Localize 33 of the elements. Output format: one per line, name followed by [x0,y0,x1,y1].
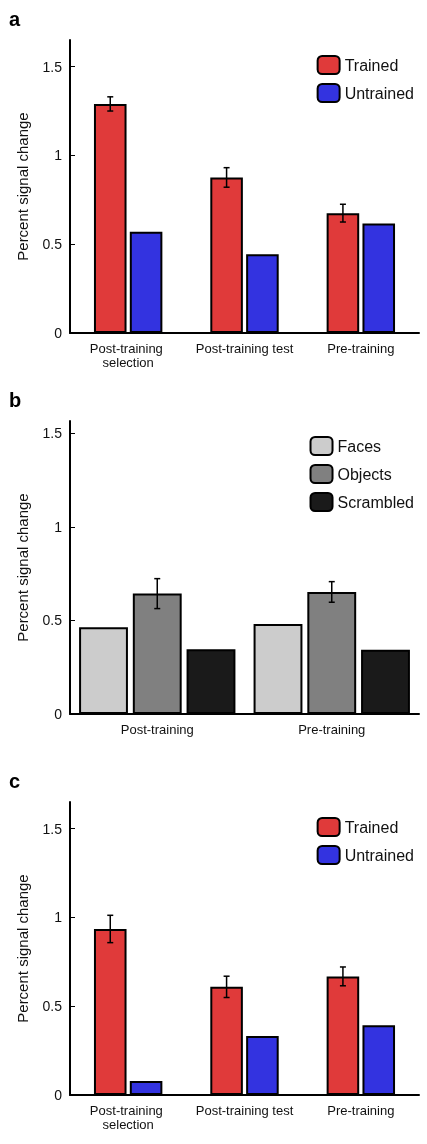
chart-title: b [9,389,22,411]
chart-title: c [9,770,21,792]
y-tick-label: 1.5 [42,820,63,837]
x-tick-label: Pre-training [327,340,395,356]
y-tick-label: 1.5 [42,425,63,442]
y-tick-label: 0 [54,325,63,341]
y-tick-label: 0.5 [42,612,63,629]
x-tick-label: Post-training test [195,340,294,356]
legend-label: Trained [344,56,399,74]
legend-label: Faces [337,437,382,455]
y-axis-title: Percent signal change [14,493,31,642]
y-tick-label: 0 [54,706,63,722]
y-tick-label: 0.5 [42,236,63,253]
y-tick-label: 1 [54,518,63,535]
y-tick-label: 0.5 [42,998,63,1015]
y-tick-label: 1 [54,147,63,164]
x-tick-label: Post-training test [195,1102,294,1118]
legend-label: Untrained [344,84,414,102]
y-axis-title: Percent signal change [14,874,31,1023]
y-axis-title: Percent signal change [14,112,31,261]
y-tick-label: 0 [54,1087,63,1103]
y-tick-label: 1 [54,909,63,926]
x-tick-label: Pre-training [298,721,366,737]
legend-label: Trained [344,818,399,836]
legend-label: Untrained [344,846,414,864]
x-tick-label: Post-training selection [89,1102,167,1132]
x-tick-label: Post-training [120,721,194,737]
x-tick-label: Post-training selection [89,340,167,370]
chart-title: a [9,8,21,30]
y-tick-label: 1.5 [42,58,63,75]
x-tick-label: Pre-training [327,1102,395,1118]
legend-label: Objects [337,465,392,483]
legend-label: Scrambled [337,493,415,511]
